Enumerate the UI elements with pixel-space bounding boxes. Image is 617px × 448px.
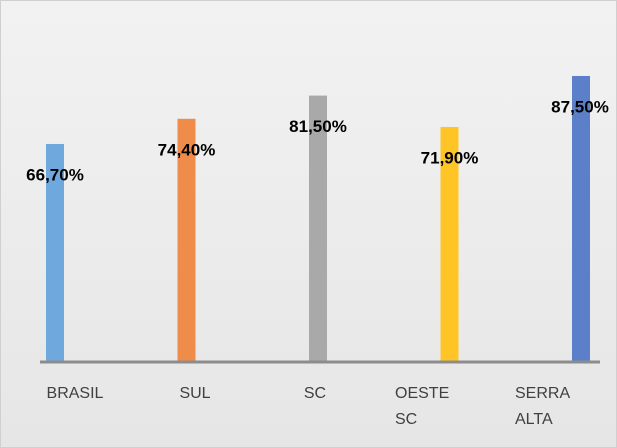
data-label: 66,70% bbox=[26, 165, 84, 184]
x-tick-label: SC bbox=[304, 385, 326, 402]
data-label: 71,90% bbox=[421, 148, 479, 167]
bar bbox=[440, 126, 459, 362]
bar bbox=[46, 143, 64, 362]
x-tick-label: SUL bbox=[179, 385, 210, 402]
data-label: 87,50% bbox=[551, 97, 609, 116]
x-tick-label: SERRA ALTA bbox=[515, 385, 570, 428]
x-tick-label: OESTE SC bbox=[395, 385, 449, 428]
bar bbox=[177, 118, 196, 362]
data-label: 81,50% bbox=[289, 117, 347, 136]
bar bbox=[309, 95, 327, 362]
bar bbox=[572, 75, 590, 363]
data-label: 74,40% bbox=[158, 140, 216, 159]
x-tick-label: BRASIL bbox=[47, 385, 104, 402]
